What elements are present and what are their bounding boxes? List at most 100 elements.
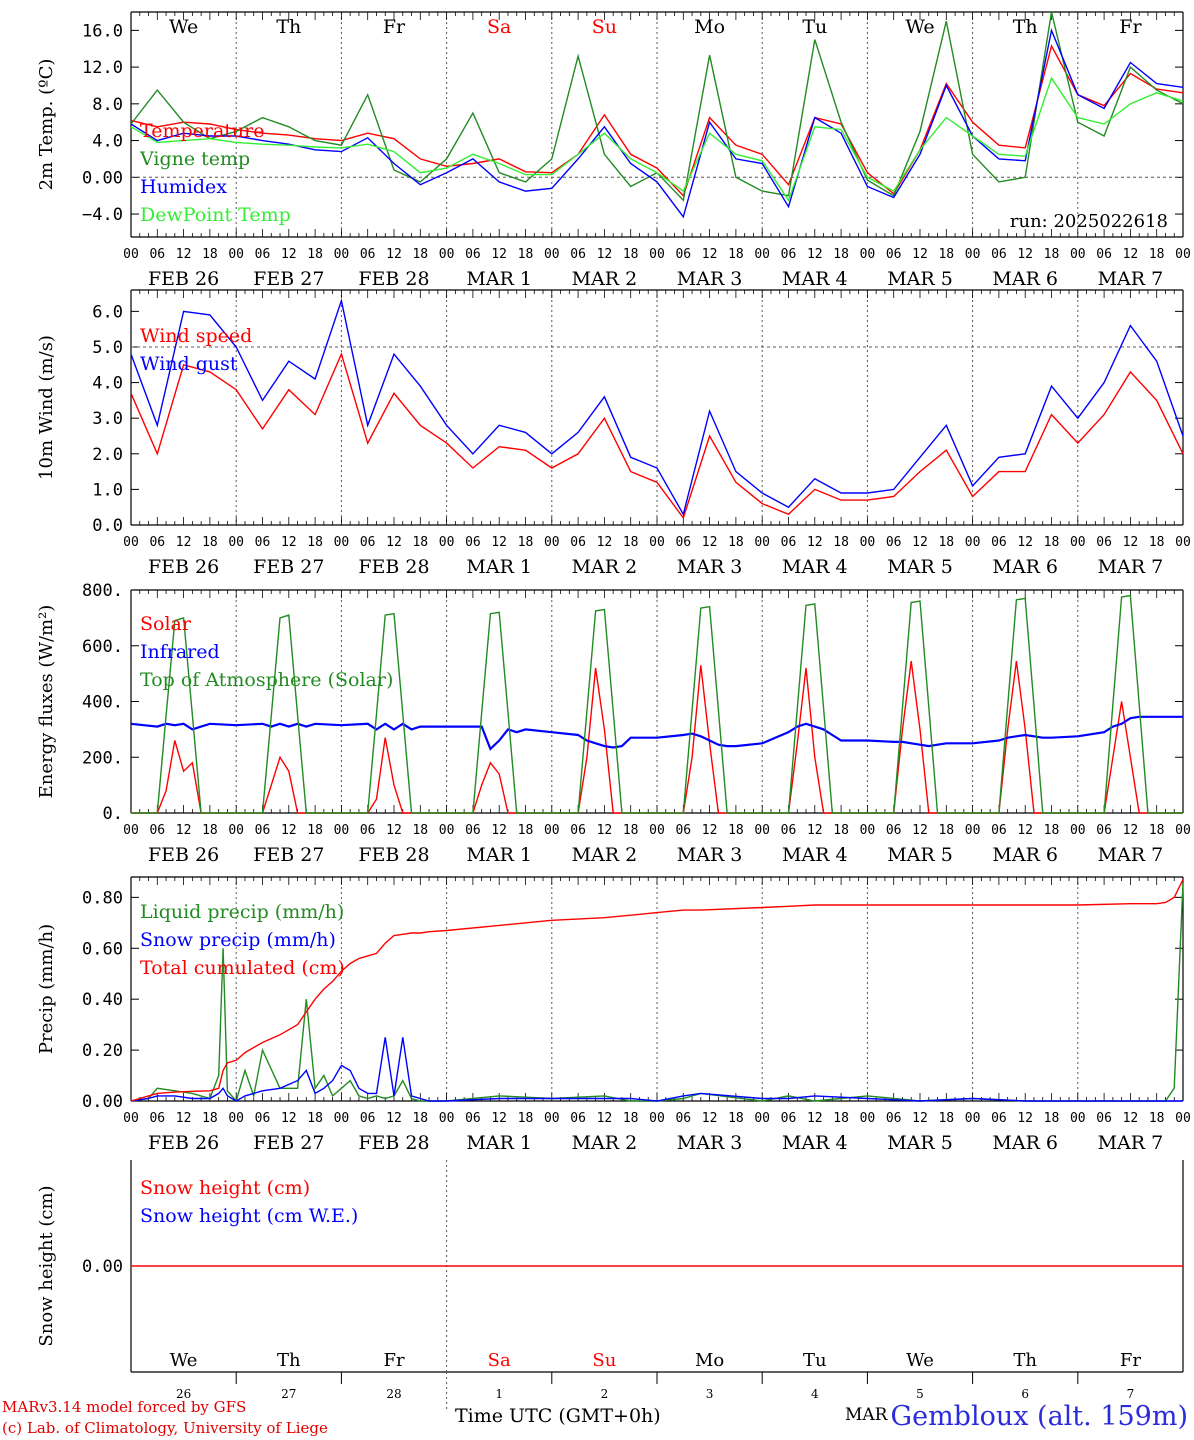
hour-tick-label: 12 [912, 535, 928, 550]
date-label: MAR 3 [677, 1132, 743, 1154]
date-label: MAR 7 [1098, 268, 1164, 290]
hour-tick-label: 00 [754, 1111, 770, 1126]
hour-tick-label: 00 [439, 823, 455, 838]
hour-tick-label: 06 [675, 247, 691, 262]
legend-entry: DewPoint Temp [140, 204, 291, 226]
y-tick-label: 4.0 [92, 132, 123, 152]
weekday-label: Fr [383, 16, 406, 38]
date-label: FEB 26 [148, 268, 219, 290]
hour-tick-label: 06 [465, 823, 481, 838]
hour-tick-label: 18 [938, 535, 954, 550]
hour-tick-label: 12 [491, 1111, 507, 1126]
hour-tick-label: 18 [412, 535, 428, 550]
series-line-3 [130, 879, 1184, 1102]
date-label: FEB 27 [253, 268, 324, 290]
hour-tick-label: 18 [728, 823, 744, 838]
legend-entry: Top of Atmosphere (Solar) [140, 669, 393, 691]
hour-tick-label: 00 [123, 1111, 139, 1126]
hour-tick-label: 12 [281, 1111, 297, 1126]
date-label: MAR 3 [677, 844, 743, 866]
y-tick-label: 0.60 [82, 939, 123, 959]
y-tick-label: 0.00 [82, 1092, 123, 1112]
hour-tick-label: 06 [991, 1111, 1007, 1126]
date-label: FEB 28 [358, 1132, 429, 1154]
date-label: FEB 26 [148, 556, 219, 578]
series-line-4 [130, 76, 1184, 202]
hour-tick-label: 18 [938, 247, 954, 262]
hour-tick-label: 06 [465, 1111, 481, 1126]
hour-tick-label: 00 [1070, 823, 1086, 838]
hour-tick-label: 06 [149, 247, 165, 262]
date-label: FEB 28 [358, 844, 429, 866]
hour-tick-label: 18 [307, 535, 323, 550]
hour-tick-label: 00 [754, 823, 770, 838]
hour-tick-label: 18 [202, 823, 218, 838]
hour-tick-label: 00 [1070, 535, 1086, 550]
date-label: MAR 4 [782, 556, 848, 578]
date-label: MAR 6 [992, 268, 1058, 290]
hour-tick-label: 12 [281, 535, 297, 550]
y-tick-label: 8.0 [92, 95, 123, 115]
hour-tick-label: 06 [465, 535, 481, 550]
hour-tick-label: 00 [334, 823, 350, 838]
date-label: FEB 27 [253, 1132, 324, 1154]
hour-tick-label: 18 [728, 1111, 744, 1126]
hour-tick-label: 18 [518, 823, 534, 838]
y-tick-label: 4.0 [92, 374, 123, 394]
weekday-label: Fr [383, 1350, 404, 1371]
day-number-label: 27 [281, 1387, 296, 1401]
y-tick-label: 600. [82, 637, 123, 657]
hour-tick-label: 12 [702, 823, 718, 838]
y-tick-label: 0.00 [82, 1257, 123, 1277]
series-line-2 [130, 298, 1184, 517]
hour-tick-label: 06 [675, 1111, 691, 1126]
hour-tick-label: 06 [149, 823, 165, 838]
legend-entry: Snow height (cm W.E.) [140, 1205, 358, 1227]
hour-tick-label: 12 [1123, 535, 1139, 550]
date-label: FEB 27 [253, 844, 324, 866]
hour-tick-label: 06 [886, 823, 902, 838]
panel-3 [130, 589, 1184, 814]
date-label: FEB 28 [358, 556, 429, 578]
hour-tick-label: 06 [570, 823, 586, 838]
date-label: MAR 5 [887, 268, 953, 290]
hour-tick-label: 12 [281, 823, 297, 838]
date-label: MAR 5 [887, 844, 953, 866]
y-tick-label: 5.0 [92, 338, 123, 358]
legend-entry: Solar [140, 613, 192, 635]
date-label: MAR 1 [466, 1132, 532, 1154]
date-label: MAR 1 [466, 556, 532, 578]
legend-entry: Wind gust [140, 353, 238, 375]
hour-tick-label: 12 [1123, 247, 1139, 262]
hour-tick-label: 18 [728, 535, 744, 550]
day-number-label: 5 [916, 1387, 924, 1401]
date-label: MAR 7 [1098, 1132, 1164, 1154]
time-axis-label: Time UTC (GMT+0h) [455, 1405, 661, 1427]
hour-tick-label: 06 [991, 247, 1007, 262]
hour-tick-label: 06 [781, 247, 797, 262]
date-label: MAR 2 [572, 1132, 638, 1154]
day-number-label: 28 [386, 1387, 401, 1401]
day-number-label: 4 [811, 1387, 819, 1401]
hour-tick-label: 06 [360, 1111, 376, 1126]
hour-tick-label: 18 [518, 247, 534, 262]
hour-tick-label: 06 [465, 247, 481, 262]
date-label: MAR 6 [992, 1132, 1058, 1154]
hour-tick-label: 12 [1017, 247, 1033, 262]
weekday-label: We [170, 1350, 198, 1371]
hour-tick-label: 06 [781, 535, 797, 550]
y-tick-label: 400. [82, 693, 123, 713]
hour-tick-label: 00 [439, 247, 455, 262]
legend-entry: Snow precip (mm/h) [140, 929, 336, 951]
hour-tick-label: 00 [544, 247, 560, 262]
date-label: FEB 26 [148, 1132, 219, 1154]
hour-tick-label: 12 [491, 535, 507, 550]
date-label: MAR 2 [572, 268, 638, 290]
hour-tick-label: 00 [754, 535, 770, 550]
hour-tick-label: 12 [1123, 823, 1139, 838]
hour-tick-label: 06 [360, 247, 376, 262]
hour-tick-label: 18 [1149, 823, 1165, 838]
weekday-label: Sa [487, 16, 511, 38]
hour-tick-label: 06 [255, 823, 271, 838]
date-label: FEB 28 [358, 268, 429, 290]
